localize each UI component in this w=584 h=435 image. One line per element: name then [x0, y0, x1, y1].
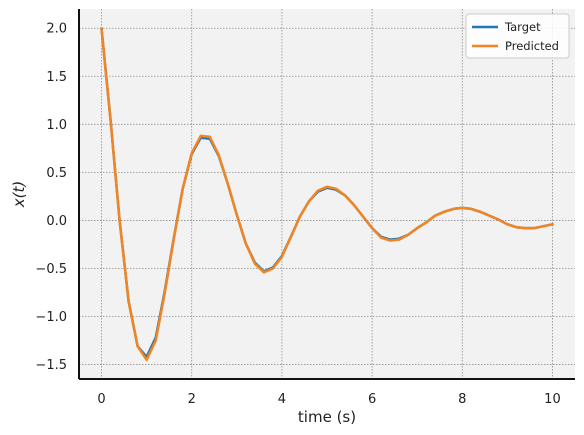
y-axis-label: x(t): [10, 181, 28, 208]
legend: Target Predicted: [465, 13, 570, 59]
x-axis-label: time (s): [298, 408, 356, 426]
y-tick-label: 0.5: [46, 166, 67, 181]
x-tick-label: 8: [458, 392, 466, 407]
plot-area-background: [79, 9, 575, 379]
x-tick-labels: 0 2 4 6 8 10: [97, 392, 560, 407]
x-tick-label: 0: [97, 392, 105, 407]
y-tick-label: 0.0: [46, 214, 67, 229]
y-tick-label: 1.0: [46, 118, 67, 133]
y-tick-label: −0.5: [35, 262, 67, 277]
x-tick-label: 6: [368, 392, 376, 407]
x-tick-label: 10: [544, 392, 561, 407]
y-tick-label: −1.0: [35, 310, 67, 325]
legend-label-target: Target: [504, 20, 541, 34]
y-tick-label: 2.0: [46, 22, 67, 37]
series-lines: [100, 26, 554, 362]
y-tick-label: −1.5: [35, 358, 67, 373]
x-tick-label: 2: [188, 392, 196, 407]
legend-label-predicted: Predicted: [505, 39, 559, 53]
y-tick-label: 1.5: [46, 70, 67, 85]
y-tick-labels: 2.0 1.5 1.0 0.5 0.0 −0.5 −1.0 −1.5: [35, 22, 67, 373]
x-tick-label: 4: [278, 392, 286, 407]
series-line-predicted: [100, 26, 554, 362]
